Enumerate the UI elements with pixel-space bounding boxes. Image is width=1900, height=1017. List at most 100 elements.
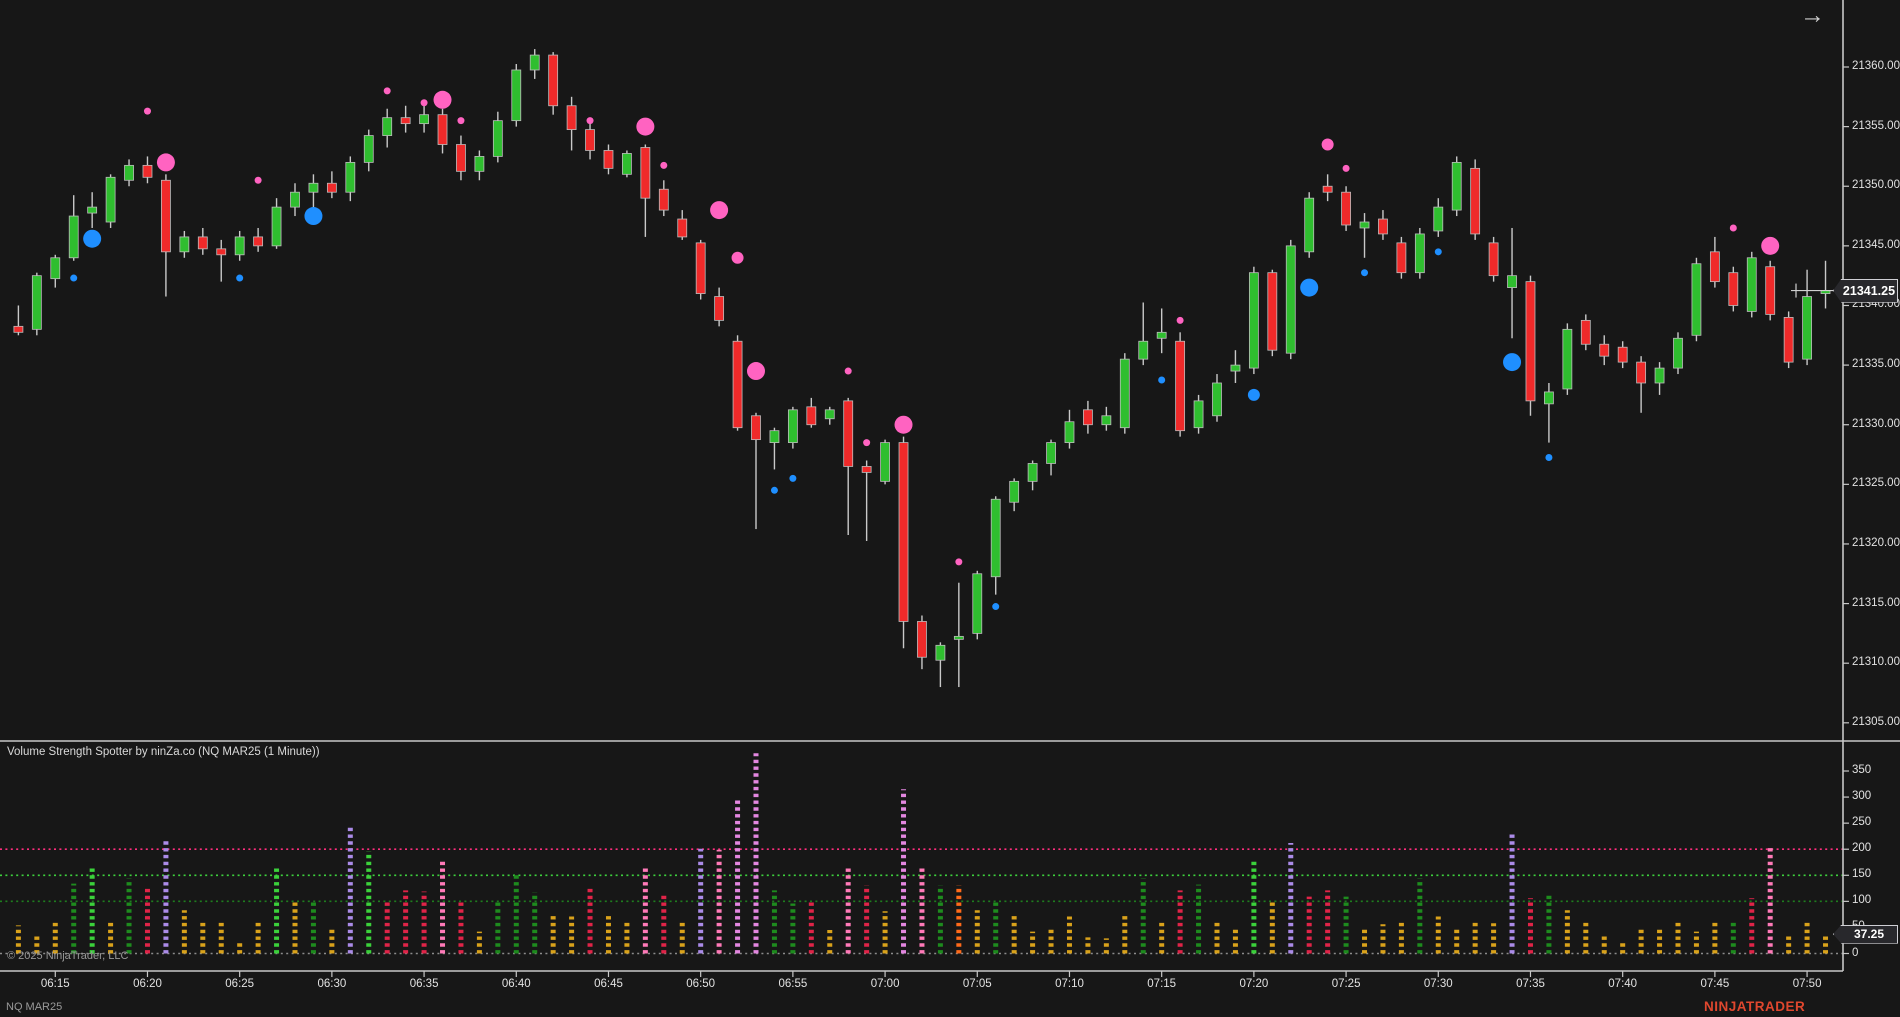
ninjatrader-logo: NINJATRADER [1704,999,1806,1014]
candle-body [142,164,153,178]
candle-body [1212,382,1222,417]
blue-signal-dot [1434,248,1442,256]
candle-body [585,129,595,151]
pink-signal-dot [420,99,428,107]
candle-body [1230,364,1241,372]
price-axis-label: 21315.00 [1852,596,1900,609]
candle-body [1636,361,1647,384]
pink-signal-dot [1342,164,1350,172]
candle-body [898,442,909,622]
time-axis-label: 06:30 [317,978,347,990]
volume-axis-label: 250 [1852,816,1872,829]
pink-signal-dot [636,117,655,136]
pink-signal-dot [1761,236,1780,255]
time-axis-label: 06:35 [409,978,439,990]
time-axis-label: 06:55 [778,978,808,990]
candle-body [1285,245,1296,354]
candle-body [658,188,669,211]
candle-body [234,236,245,256]
price-axis-label: 21350.00 [1852,179,1900,192]
candle-body [197,236,208,250]
candle-body [806,406,817,426]
candle-body [1765,266,1776,315]
candle-body [1027,463,1038,482]
candle-body [1304,197,1315,253]
candle-body [216,248,227,256]
candle-body [953,635,964,640]
pink-signal-dot [731,251,744,264]
blue-signal-dot [83,229,102,248]
candle-body [1248,272,1259,369]
candle-body [1359,221,1370,229]
candle-body [1507,275,1517,288]
candle-body [1119,358,1130,429]
candle-body [1562,328,1573,390]
candle-body [492,120,503,157]
volume-axis-label: 100 [1852,894,1872,907]
time-axis-label: 06:15 [40,978,70,990]
candle-body [87,206,98,214]
time-axis-label: 07:05 [962,978,992,990]
symbol-tab[interactable]: NQ MAR25 [6,1001,63,1013]
blue-signal-dot [1158,376,1166,384]
candle-body [917,621,927,658]
candle-body [714,296,725,321]
pink-signal-dot [863,439,871,447]
volume-axis-label: 150 [1852,868,1872,881]
candle-body [1378,218,1388,235]
candle-body [1175,340,1186,432]
blue-signal-dot [1503,353,1522,372]
candle-body [419,114,429,125]
candle-body [1783,317,1794,363]
volume-axis-label: 0 [1852,946,1859,959]
candle-body [31,275,42,330]
candle-body [290,191,300,208]
candle-body [1544,391,1554,405]
candle-body [1709,251,1720,283]
candle-body [1101,415,1112,426]
blue-signal-dot [1247,388,1260,401]
candle-body [1728,272,1739,306]
pink-signal-dot [955,558,963,566]
candle-body [1599,343,1610,357]
candle-body [1083,409,1093,426]
candle-body [13,325,24,333]
candle-body [1433,206,1444,232]
price-axis-label: 21310.00 [1852,656,1900,669]
scroll-to-end-arrow-icon[interactable]: → [1800,1,1825,29]
candle-body [363,135,374,163]
pink-signal-dot [254,176,262,184]
candle-body [1156,331,1167,339]
candle-body [732,340,743,429]
candle-body [1470,167,1481,235]
candle-body [972,573,983,634]
candle-body [456,144,466,172]
pink-signal-dot [1176,316,1184,324]
time-axis-label: 07:25 [1331,978,1361,990]
blue-signal-dot [992,603,1000,611]
candle-body [548,54,559,107]
volume-axis-label: 300 [1852,790,1872,803]
pink-signal-dot [747,362,765,381]
pink-signal-dot [457,117,465,125]
time-axis-label: 06:50 [686,978,716,990]
blue-signal-dot [1361,269,1369,277]
time-axis-label: 07:20 [1239,978,1269,990]
blue-signal-dot [70,274,78,282]
volume-axis-label: 350 [1852,764,1872,776]
candle-body [769,430,780,444]
pink-signal-dot [710,201,729,220]
candle-body [1580,319,1591,345]
candle-body [1009,480,1020,503]
pink-signal-dot [143,107,151,115]
blue-signal-dot [236,274,244,282]
time-axis-label: 07:00 [870,978,900,990]
candle-body [1138,340,1149,360]
time-axis-label: 06:40 [501,978,531,990]
candle-body [1341,191,1351,226]
candle-body [990,498,1001,578]
last-price-badge: 21341.25 [1833,278,1898,303]
candle-body [253,236,264,247]
